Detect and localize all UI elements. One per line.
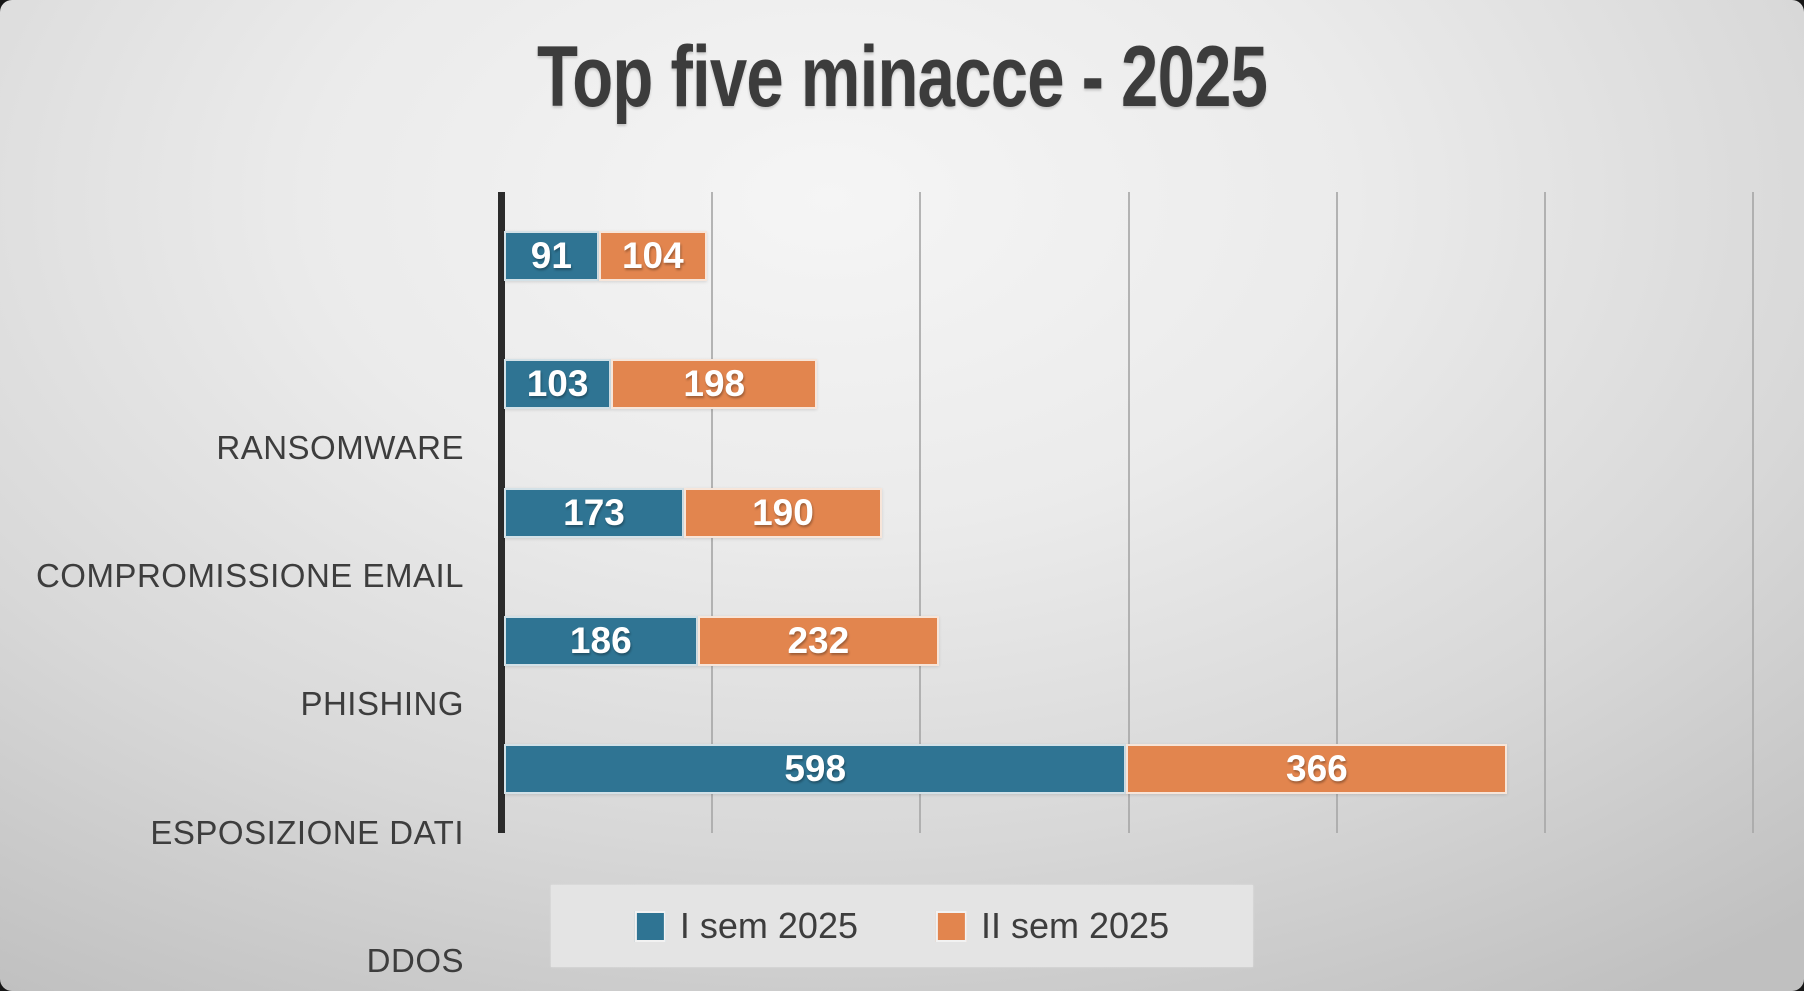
legend-item-ii-sem: II sem 2025	[936, 905, 1169, 947]
plot-area: 91 104 103 198 173 190 186 232 598 366	[498, 192, 1754, 833]
bar-stack: 186 232	[504, 615, 940, 666]
bar-value-label: 186	[569, 619, 632, 661]
legend-label-i-sem: I sem 2025	[679, 905, 858, 946]
category-label: RANSOMWARE	[216, 429, 464, 467]
gridline	[1127, 192, 1130, 833]
chart-legend: I sem 2025 II sem 2025	[550, 885, 1254, 967]
chart-title-text: Top five minacce - 2025	[536, 29, 1268, 125]
bar-stack: 173 190	[504, 487, 882, 538]
category-axis-line	[498, 192, 505, 833]
category-label: PHISHING	[300, 685, 464, 723]
gridline	[1752, 192, 1754, 833]
bar-segment-ii-sem: 190	[684, 487, 882, 538]
gridline	[1543, 192, 1546, 833]
legend-swatch-i-sem-icon	[634, 910, 666, 942]
gridline	[919, 192, 922, 833]
bar-stack: 598 366	[504, 743, 1508, 794]
bar-value-label: 104	[621, 235, 684, 277]
bar-value-label: 598	[784, 747, 847, 789]
bar-value-label: 173	[563, 491, 625, 533]
bar-value-label: 198	[683, 363, 746, 405]
bar-segment-ii-sem: 366	[1126, 743, 1508, 794]
legend-swatch-ii-sem-icon	[936, 910, 967, 942]
bar-segment-i-sem: 186	[504, 615, 698, 666]
bar-segment-ii-sem: 232	[697, 615, 940, 666]
chart-title: Top five minacce - 2025	[0, 28, 1804, 127]
legend-label-ii-sem: II sem 2025	[981, 905, 1170, 946]
bar-value-label: 190	[752, 491, 814, 533]
bar-segment-i-sem: 91	[504, 231, 599, 282]
bar-stack: 91 104	[504, 231, 707, 282]
chart-area: 91 104 103 198 173 190 186 232 598 366 RANSOMWARE…	[0, 192, 1804, 979]
bar-segment-ii-sem: 198	[611, 359, 818, 410]
gridline	[1335, 192, 1338, 833]
bar-value-label: 91	[530, 235, 572, 277]
legend-item-i-sem: I sem 2025	[634, 905, 858, 947]
bar-value-label: 232	[787, 619, 850, 661]
bar-value-label: 103	[526, 363, 589, 405]
category-label: COMPROMISSIONE EMAIL	[35, 557, 464, 595]
bar-stack: 103 198	[504, 359, 818, 410]
bar-value-label: 366	[1286, 747, 1348, 789]
bar-segment-ii-sem: 104	[598, 231, 707, 282]
bar-segment-i-sem: 103	[504, 359, 612, 410]
category-label: DDOS	[366, 941, 464, 979]
category-label: ESPOSIZIONE DATI	[150, 813, 464, 851]
bar-segment-i-sem: 173	[504, 487, 685, 538]
bar-segment-i-sem: 598	[504, 743, 1127, 794]
